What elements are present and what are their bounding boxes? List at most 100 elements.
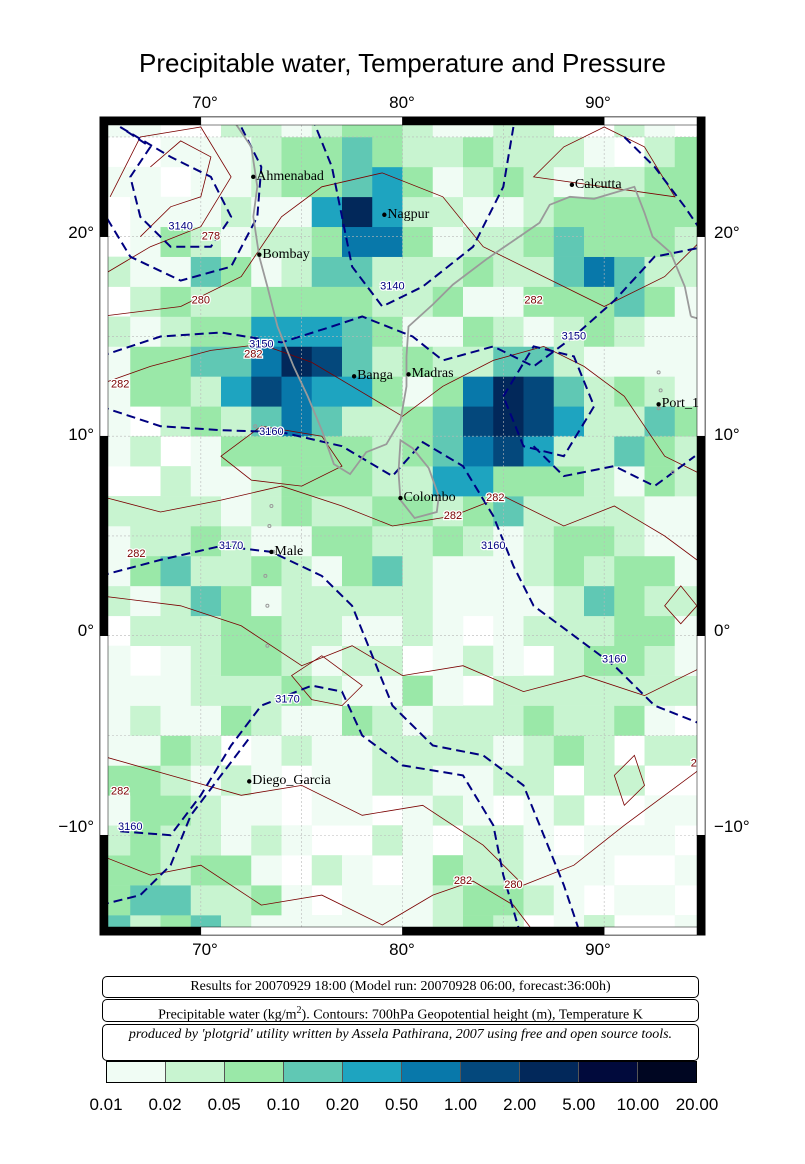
pw-cell-135 — [251, 615, 282, 647]
pw-cell-51 — [160, 765, 192, 796]
contour-label-0: 3140 — [168, 221, 192, 233]
pw-cell-206 — [342, 855, 373, 886]
pw-cell-421 — [584, 675, 615, 706]
pw-cell-404 — [553, 436, 585, 467]
variable-text-prefix: Precipitable water (kg/m — [158, 1007, 297, 1023]
frame-left-seg-1 — [99, 236, 109, 437]
island-7 — [263, 573, 268, 578]
pw-cell-266 — [402, 615, 434, 647]
pw-cell-263 — [402, 735, 434, 766]
contour-label-13: 282 — [127, 548, 145, 560]
pw-cell-344 — [493, 675, 524, 706]
pw-cell-65 — [160, 316, 192, 347]
pw-cell-63 — [160, 376, 192, 407]
pw-cell-352 — [493, 436, 524, 467]
pw-cell-330 — [463, 286, 494, 317]
pw-cell-66 — [160, 286, 192, 317]
pw-cell-459 — [614, 226, 645, 257]
height-contour-10 — [532, 445, 696, 488]
pw-cell-327 — [463, 376, 494, 407]
pw-cell-192 — [311, 436, 343, 467]
pw-cell-121 — [221, 196, 252, 228]
map-frame — [99, 116, 706, 936]
pw-cell-277 — [402, 286, 434, 317]
pw-cell-358 — [493, 256, 524, 287]
pw-cell-439 — [584, 136, 615, 168]
pw-cell-268 — [402, 555, 434, 587]
pw-cell-241 — [372, 555, 403, 587]
pw-cell-424 — [584, 585, 615, 617]
pw-cell-397 — [553, 645, 585, 676]
temperature-contour-5 — [100, 595, 705, 697]
pw-cell-402 — [553, 496, 585, 527]
pw-cell-83 — [190, 555, 222, 587]
city-marker-3 — [257, 252, 262, 257]
city-marker-9 — [247, 779, 252, 784]
pw-cell-240 — [372, 585, 403, 617]
pw-cell-316 — [463, 765, 494, 796]
pw-cell-97 — [190, 136, 222, 168]
top-tick-80: 80° — [389, 93, 415, 112]
pw-cell-181 — [311, 765, 343, 796]
contour-label-19: 282 — [454, 875, 472, 887]
pw-cell-162 — [281, 555, 313, 587]
right-tick-0: 0° — [714, 621, 731, 640]
pw-cell-242 — [372, 526, 403, 557]
pw-cell-301 — [432, 376, 464, 407]
pw-cell-164 — [281, 496, 313, 527]
pw-cell-472 — [644, 555, 676, 587]
pw-cell-168 — [281, 376, 313, 407]
pw-cell-260 — [402, 825, 434, 856]
height-contour-5 — [100, 544, 582, 935]
results-info-box: Results for 20070929 18:00 (Model run: 2… — [102, 976, 699, 998]
pw-cell-29 — [130, 705, 161, 736]
contour-label-18: 3160 — [118, 821, 142, 833]
pw-cell-334 — [463, 166, 494, 198]
pw-cell-81 — [190, 615, 222, 647]
pw-cell-78 — [190, 705, 222, 736]
pw-cell-55 — [160, 645, 192, 676]
pw-cell-179 — [311, 855, 343, 886]
pw-cell-82 — [190, 585, 222, 617]
pw-cell-360 — [493, 196, 524, 228]
pw-cell-205 — [342, 885, 373, 916]
pw-cell-300 — [432, 406, 464, 437]
pw-cell-190 — [311, 496, 343, 527]
pw-cell-115 — [221, 376, 252, 407]
contour-label-16: 3160 — [602, 654, 626, 666]
pw-cell-201 — [311, 166, 343, 198]
legend-label-2: 0.05 — [207, 1095, 241, 1114]
pw-cell-325 — [463, 436, 494, 467]
pw-cell-364 — [523, 885, 555, 916]
pw-cell-239 — [372, 615, 403, 647]
temperature-contour-7 — [100, 854, 537, 935]
city-label-bombay: Bombay — [262, 246, 310, 262]
city-marker-5 — [406, 372, 411, 377]
pw-cell-400 — [553, 555, 585, 587]
contour-label-3: 3140 — [380, 280, 404, 292]
bottom-tick-90: 90° — [585, 940, 611, 959]
city-label-colombo: Colombo — [403, 490, 456, 506]
pw-cell-348 — [493, 555, 524, 587]
height-contour-8 — [502, 345, 596, 458]
pw-cell-37 — [130, 376, 161, 407]
legend-label-4: 0.20 — [325, 1095, 359, 1114]
pw-cell-73 — [190, 855, 222, 886]
pw-cell-431 — [584, 376, 615, 407]
pw-cell-290 — [432, 705, 464, 736]
island-4 — [269, 504, 274, 509]
pw-cell-157 — [281, 705, 313, 736]
pw-cell-274 — [402, 376, 434, 407]
pw-cell-443 — [614, 705, 645, 736]
pw-cell-467 — [644, 705, 676, 736]
pw-cell-417 — [584, 825, 615, 856]
pw-cell-35 — [130, 496, 161, 527]
pw-cell-161 — [281, 585, 313, 617]
pw-cell-379 — [523, 406, 555, 437]
island-2 — [656, 406, 661, 411]
city-marker-2 — [382, 212, 387, 217]
pw-cell-180 — [311, 795, 343, 826]
pw-cell-133 — [251, 675, 282, 706]
pw-cell-264 — [402, 705, 434, 736]
pw-cell-118 — [221, 286, 252, 317]
